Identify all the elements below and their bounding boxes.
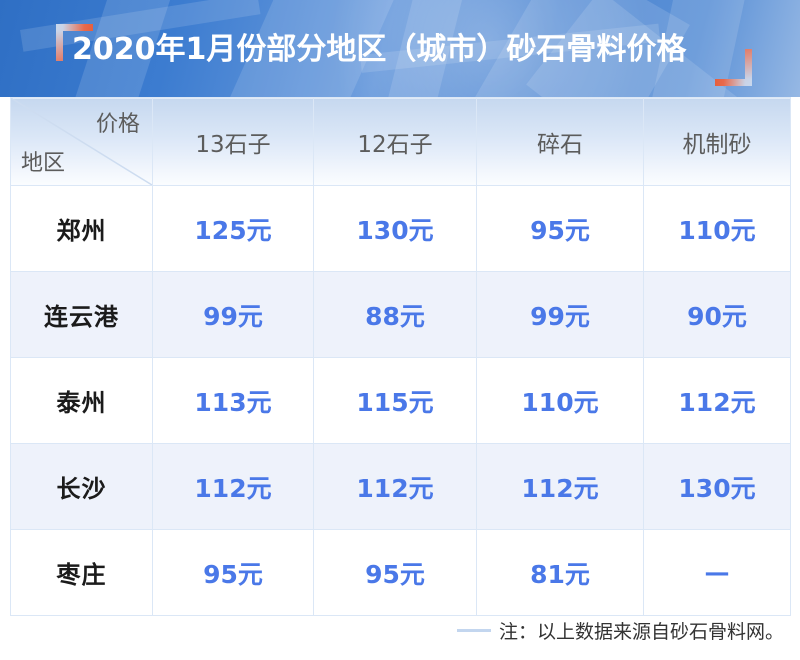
table-header-row: 价格 地区 13石子 12石子 碎石 机制砂 xyxy=(10,97,791,186)
price-value: 99元 xyxy=(476,271,644,358)
table-body: 郑州 125元 130元 95元 110元 连云港 99元 88元 99元 90… xyxy=(10,185,791,616)
table-row: 郑州 125元 130元 95元 110元 xyxy=(10,185,791,272)
region-name: 泰州 xyxy=(10,357,153,444)
price-value: 99元 xyxy=(152,271,314,358)
table-row: 长沙 112元 112元 112元 130元 xyxy=(10,443,791,530)
price-value: 112元 xyxy=(643,357,791,444)
footnote: 注：以上数据来源自砂石骨料网。 xyxy=(456,617,784,644)
table-header: 价格 地区 13石子 12石子 碎石 机制砂 xyxy=(10,97,791,186)
diagonal-divider-icon xyxy=(11,98,152,185)
table-row: 泰州 113元 115元 110元 112元 xyxy=(10,357,791,444)
price-table-wrap: 价格 地区 13石子 12石子 碎石 机制砂 郑州 125元 130元 95元 … xyxy=(10,97,791,616)
price-value: 95元 xyxy=(152,529,314,616)
price-value: 90元 xyxy=(643,271,791,358)
price-value-empty: — xyxy=(643,529,791,616)
price-value: 130元 xyxy=(643,443,791,530)
price-table: 价格 地区 13石子 12石子 碎石 机制砂 郑州 125元 130元 95元 … xyxy=(10,97,791,616)
price-value: 112元 xyxy=(313,443,477,530)
column-header-suishi: 碎石 xyxy=(476,97,644,186)
region-name: 郑州 xyxy=(10,185,153,272)
price-value: 81元 xyxy=(476,529,644,616)
column-header-jizhisha: 机制砂 xyxy=(643,97,791,186)
corner-label-region: 地区 xyxy=(21,151,66,176)
banner-title-wrap: 2020年1月份部分地区（城市）砂石骨料价格 xyxy=(50,24,760,86)
price-value: 110元 xyxy=(643,185,791,272)
header-banner: 2020年1月份部分地区（城市）砂石骨料价格 xyxy=(0,0,800,97)
price-value: 113元 xyxy=(152,357,314,444)
banner-glow xyxy=(330,0,650,97)
price-value: 95元 xyxy=(476,185,644,272)
corner-label-price: 价格 xyxy=(95,112,140,137)
price-value: 88元 xyxy=(313,271,477,358)
page-title: 2020年1月份部分地区（城市）砂石骨料价格 xyxy=(72,32,687,67)
price-value: 112元 xyxy=(152,443,314,530)
corner-header-cell: 价格 地区 xyxy=(10,97,153,186)
footnote-dash-icon xyxy=(456,629,491,632)
region-name: 连云港 xyxy=(10,271,153,358)
price-value: 95元 xyxy=(313,529,477,616)
price-value: 112元 xyxy=(476,443,644,530)
region-name: 枣庄 xyxy=(10,529,153,616)
price-value: 115元 xyxy=(313,357,477,444)
price-value: 130元 xyxy=(313,185,477,272)
price-value: 125元 xyxy=(152,185,314,272)
corner-bracket-top-left-icon xyxy=(56,24,93,61)
region-name: 长沙 xyxy=(10,443,153,530)
price-value: 110元 xyxy=(476,357,644,444)
table-row: 连云港 99元 88元 99元 90元 xyxy=(10,271,791,358)
corner-bracket-bottom-right-icon xyxy=(715,49,752,86)
table-row: 枣庄 95元 95元 81元 — xyxy=(10,529,791,616)
footnote-text: 注：以上数据来源自砂石骨料网。 xyxy=(498,621,784,643)
column-header-13shizi: 13石子 xyxy=(152,97,314,186)
column-header-12shizi: 12石子 xyxy=(313,97,477,186)
